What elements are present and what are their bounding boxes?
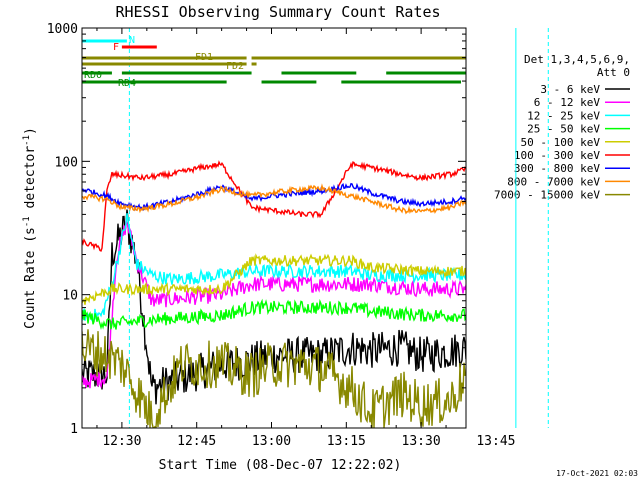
plot-area: NF FD1 FD2 RD0 RD4 12:30 12:45 13:00 13:15 13:30 1… bbox=[47, 22, 549, 449]
series-line-3 bbox=[82, 298, 466, 330]
series-line-6 bbox=[82, 182, 466, 213]
series-line-7 bbox=[82, 183, 466, 215]
annotation-rd0-label: RD0 bbox=[84, 70, 102, 81]
series-line-8 bbox=[82, 329, 466, 428]
annotation-f-label: F bbox=[113, 42, 119, 53]
annotation-bars bbox=[82, 39, 466, 84]
series-line-5 bbox=[82, 160, 466, 252]
annotation-fd1-label: FD1 bbox=[195, 52, 213, 63]
legend-label-5: 100 - 300 keV bbox=[514, 149, 600, 162]
y-tick-label-1: 10 bbox=[62, 289, 78, 304]
series-line-2 bbox=[82, 213, 466, 323]
x-axis-label: Start Time (08-Dec-07 12:22:02) bbox=[159, 458, 402, 473]
series-line-1 bbox=[82, 220, 466, 389]
legend-label-2: 12 - 25 keV bbox=[527, 109, 600, 122]
chart-title: RHESSI Observing Summary Count Rates bbox=[115, 3, 440, 21]
annotation-n-label: N bbox=[129, 35, 135, 46]
legend-label-8: 7000 - 15000 keV bbox=[494, 189, 600, 202]
legend-label-0: 3 - 6 keV bbox=[540, 83, 600, 96]
x-tick-label-2: 13:00 bbox=[252, 434, 291, 449]
y-tick-label-0: 1 bbox=[70, 422, 78, 437]
y-tick-label-2: 100 bbox=[55, 155, 78, 170]
plot-frame bbox=[81, 27, 467, 429]
x-tick-label-4: 13:30 bbox=[402, 434, 441, 449]
legend-label-4: 50 - 100 keV bbox=[521, 136, 601, 149]
annotation-rd4-label: RD4 bbox=[118, 78, 136, 89]
legend-label-6: 300 - 800 keV bbox=[514, 162, 600, 175]
x-tick-label-3: 13:15 bbox=[327, 434, 366, 449]
legend-label-3: 25 - 50 keV bbox=[527, 123, 600, 136]
legend-header-line-1: Att 0 bbox=[597, 66, 630, 79]
series-group bbox=[82, 160, 466, 428]
legend-header-line-0: Det 1,3,4,5,6,9, bbox=[524, 53, 630, 66]
y-tick-label-3: 1000 bbox=[47, 22, 78, 37]
series-line-4 bbox=[82, 253, 466, 305]
footer-date: 17-Oct-2021 02:03 bbox=[556, 469, 638, 478]
legend-label-7: 800 - 7000 keV bbox=[507, 175, 600, 188]
annotation-fd2-label: FD2 bbox=[226, 61, 244, 72]
legend-label-1: 6 - 12 keV bbox=[534, 96, 601, 109]
y-axis-label: Count Rate (s-1 detector-1) bbox=[22, 127, 38, 329]
legend-header: Det 1,3,4,5,6,9,Att 0 bbox=[524, 53, 630, 79]
x-tick-label-1: 12:45 bbox=[177, 434, 216, 449]
x-tick-label-5: 13:45 bbox=[476, 434, 515, 449]
x-tick-label-0: 12:30 bbox=[102, 434, 141, 449]
